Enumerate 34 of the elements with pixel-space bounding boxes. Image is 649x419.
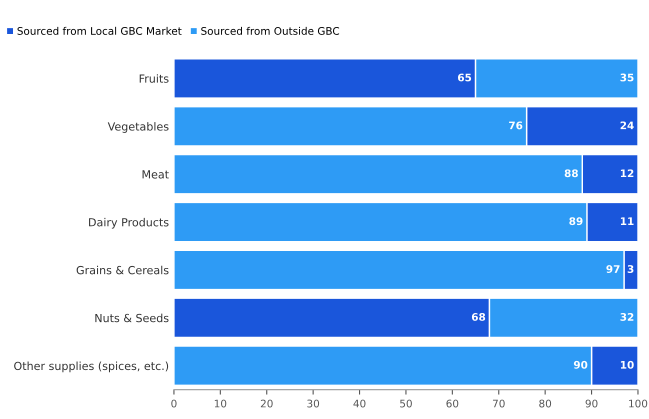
data-label: 11 [620,217,634,225]
y-tick-label: Other supplies (spices, etc.) [14,362,168,372]
data-label: 88 [564,169,578,178]
x-tick-label: 30 [307,400,320,408]
y-tick-label: Nuts & Seeds [95,314,169,322]
data-label: 90 [574,360,588,369]
y-tick-label: Grains & Cereals [76,266,169,274]
data-label: 76 [509,121,522,130]
x-tick-label: 80 [539,400,552,408]
y-tick-label: Vegetables [108,122,169,133]
x-tick-label: 40 [353,400,366,408]
x-tick-label: 10 [214,400,226,408]
data-label: 68 [472,312,486,321]
data-label: 24 [620,121,634,130]
x-tick-label: 20 [260,400,273,408]
y-tick-label: Fruits [140,74,169,83]
data-label: 65 [458,74,472,82]
x-tick-label: 90 [586,400,598,408]
x-tick-label: 70 [492,400,505,408]
data-label: 3 [628,265,634,273]
data-label: 89 [569,217,583,226]
data-label: 32 [620,312,634,321]
x-tick-label: 0 [171,400,177,408]
data-label: 12 [620,169,634,178]
x-tick-label: 50 [400,400,412,408]
data-label: 97 [606,265,620,273]
legend-label: Sourced from Outside GBC [201,26,340,35]
data-label: 35 [620,74,634,82]
x-tick-label: 100 [629,400,648,408]
x-tick-label: 60 [446,400,458,408]
y-tick-label: Dairy Products [89,218,169,229]
data-label: 10 [620,360,634,369]
legend-label: Sourced from Local GBC Market [18,26,182,35]
y-tick-label: Meat [142,170,169,179]
